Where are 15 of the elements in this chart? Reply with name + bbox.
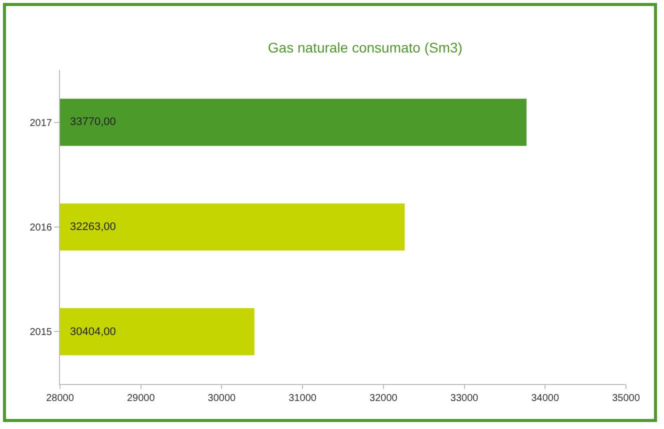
data-label: 33770,00 <box>70 116 116 128</box>
y-tick-label: 2017 <box>30 118 52 129</box>
data-label: 32263,00 <box>70 221 116 233</box>
x-tick-label: 30000 <box>208 393 236 404</box>
x-tick-label: 29000 <box>126 393 156 404</box>
y-tick-label: 2016 <box>30 222 52 234</box>
x-tick-label: 34000 <box>531 393 560 404</box>
x-tick-label: 35000 <box>612 393 640 404</box>
x-tick-label: 31000 <box>288 393 317 404</box>
x-tick-label: 32000 <box>370 393 398 404</box>
x-tick-label: 28000 <box>46 393 74 404</box>
y-tick-label: 2015 <box>30 327 52 338</box>
chart-title: Gas naturale consumato (Sm3) <box>268 40 462 56</box>
data-label: 30404,00 <box>70 326 116 338</box>
x-tick-label: 33000 <box>450 393 479 404</box>
